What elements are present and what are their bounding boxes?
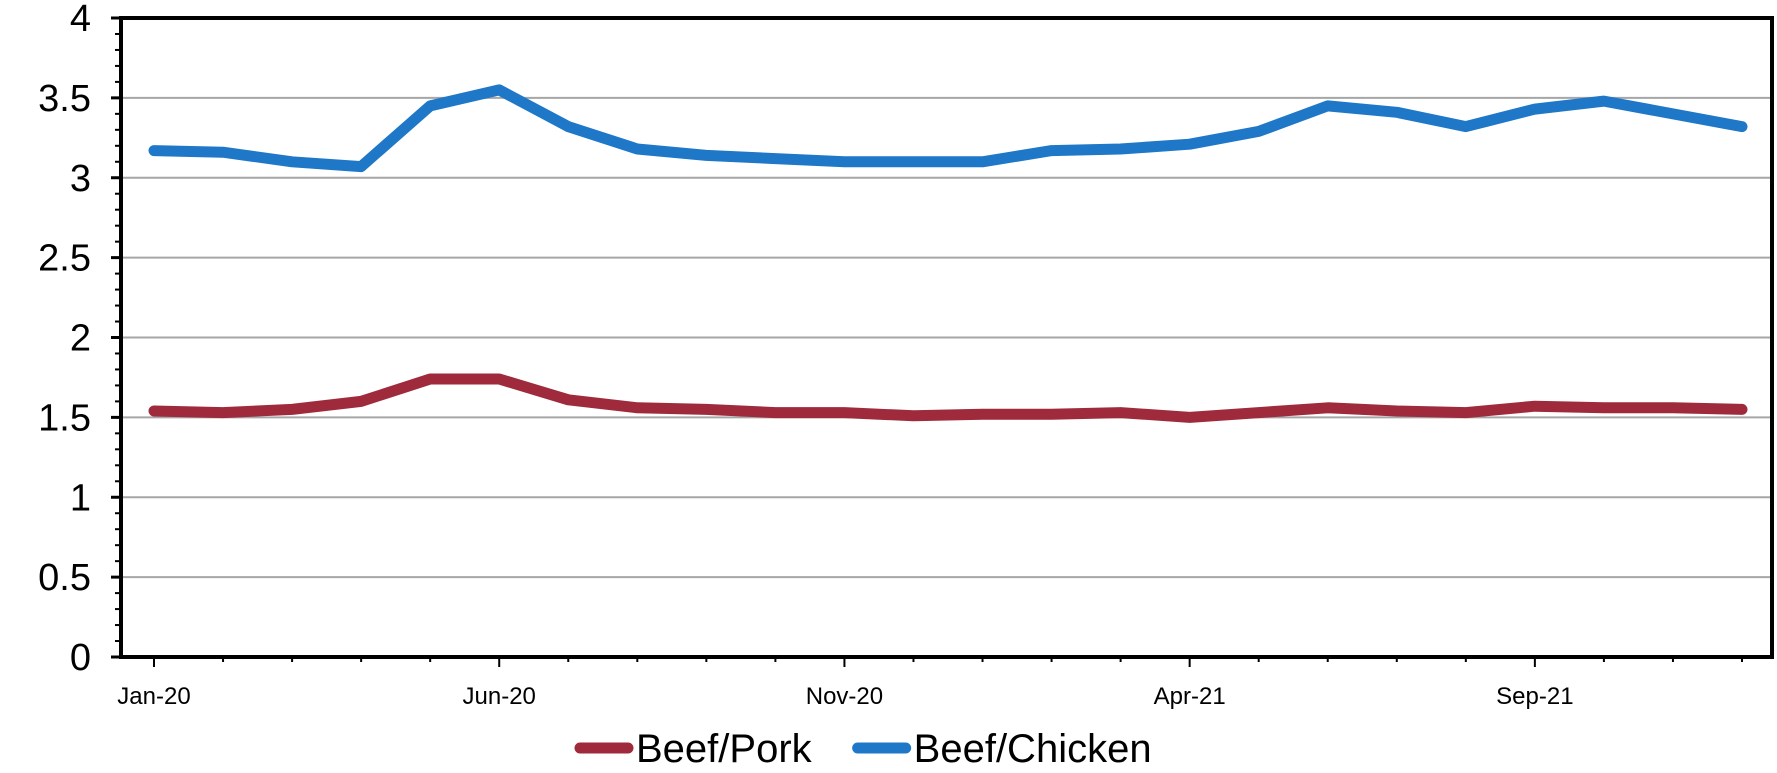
- y-tick-label: 2.5: [38, 238, 91, 280]
- y-tick-label: 4: [70, 0, 91, 40]
- legend: Beef/Pork Beef/Chicken: [574, 727, 1152, 771]
- series-line-beef-chicken: [148, 84, 1748, 173]
- y-tick-label: 0.5: [38, 557, 91, 599]
- x-tick-label: Jun-20: [463, 683, 536, 710]
- y-tick-label: 1: [70, 477, 91, 519]
- series-lines: [148, 84, 1748, 423]
- y-axis: 0 0.5 1 1.5 2 2.5 3 3.5 4: [38, 0, 121, 679]
- x-tick-label: Jan-20: [117, 683, 190, 710]
- y-tick-label: 1.5: [38, 397, 91, 439]
- series-line-beef-pork: [148, 373, 1748, 423]
- gridlines: [121, 96, 1772, 579]
- y-tick-label: 0: [70, 637, 91, 679]
- legend-label: Beef/Pork: [636, 727, 813, 771]
- y-tick-label: 3.5: [38, 78, 91, 120]
- x-axis: Jan-20 Jun-20 Nov-20 Apr-21 Sep-21: [117, 657, 1743, 710]
- legend-label: Beef/Chicken: [914, 727, 1152, 771]
- y-tick-label: 2: [70, 318, 91, 360]
- y-tick-label: 3: [70, 158, 91, 200]
- x-tick-label: Nov-20: [806, 683, 883, 710]
- x-tick-label: Sep-21: [1496, 683, 1573, 710]
- x-tick-label: Apr-21: [1154, 683, 1226, 710]
